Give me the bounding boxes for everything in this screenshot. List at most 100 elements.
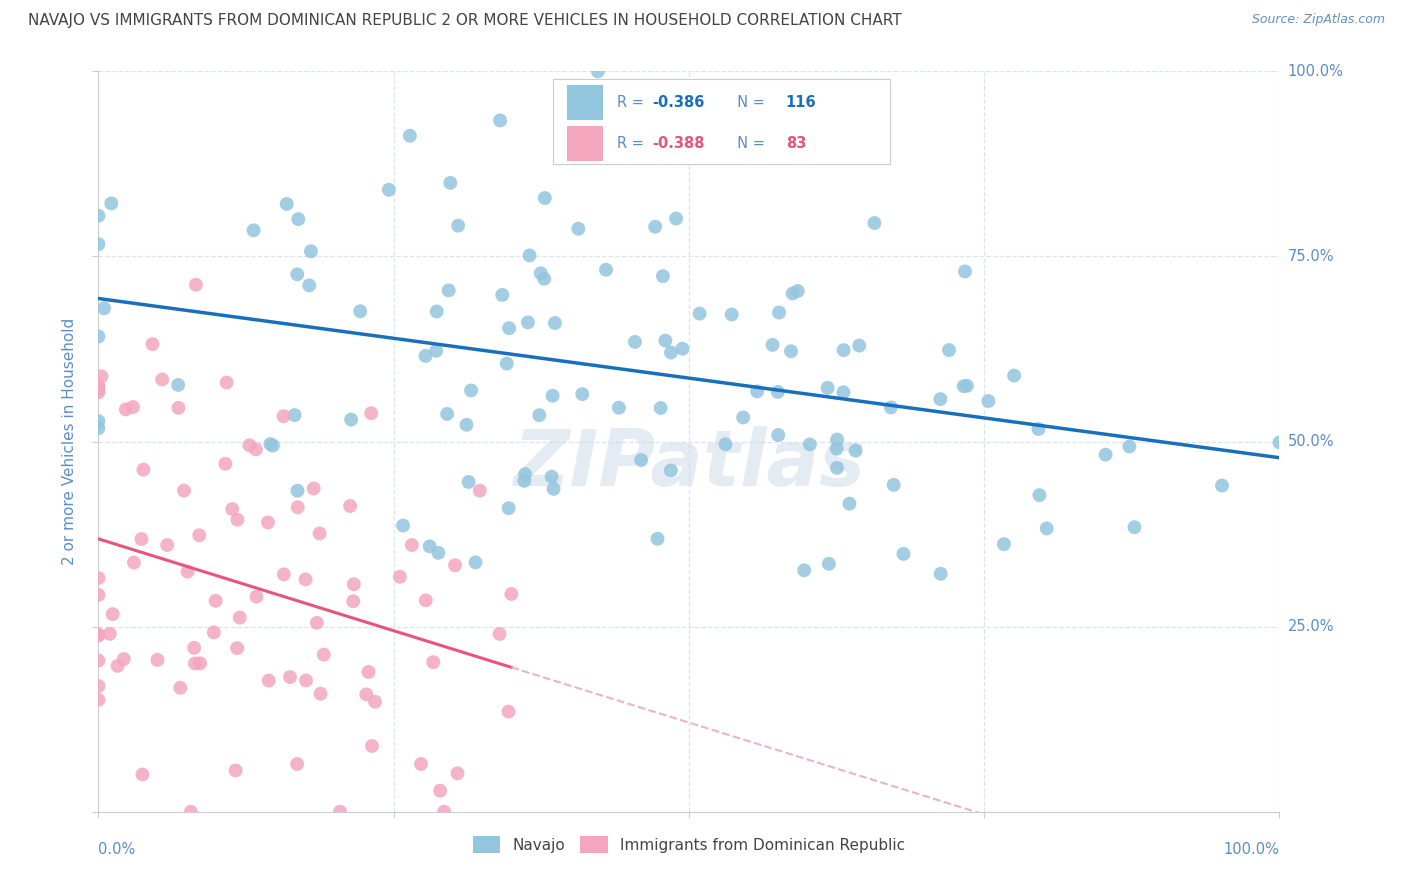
- Point: [513, 474, 536, 488]
- Point: [278, 670, 301, 684]
- Text: 83: 83: [786, 136, 806, 151]
- Point: [388, 570, 411, 584]
- Point: [242, 223, 264, 237]
- Point: [426, 304, 449, 318]
- Point: [498, 321, 520, 335]
- Point: [146, 653, 169, 667]
- Text: N =: N =: [728, 136, 769, 151]
- Text: -0.388: -0.388: [652, 136, 704, 151]
- Point: [87, 378, 110, 392]
- Point: [952, 379, 974, 393]
- Text: ZIPatlas: ZIPatlas: [513, 425, 865, 502]
- Point: [501, 587, 523, 601]
- Point: [516, 315, 538, 329]
- Point: [647, 532, 669, 546]
- Point: [156, 538, 179, 552]
- Point: [491, 288, 513, 302]
- Point: [457, 475, 479, 489]
- Text: 50.0%: 50.0%: [1288, 434, 1334, 449]
- Text: 116: 116: [786, 95, 817, 110]
- Text: N =: N =: [728, 95, 769, 110]
- Point: [257, 673, 280, 688]
- Point: [644, 219, 666, 234]
- Point: [530, 266, 553, 280]
- Point: [630, 453, 652, 467]
- Point: [780, 344, 803, 359]
- Point: [276, 197, 298, 211]
- Point: [543, 482, 565, 496]
- Point: [460, 384, 482, 398]
- Point: [733, 410, 755, 425]
- Point: [519, 248, 541, 262]
- Point: [173, 483, 195, 498]
- Point: [489, 113, 512, 128]
- Point: [436, 407, 458, 421]
- Text: 25.0%: 25.0%: [1288, 619, 1334, 634]
- Point: [87, 588, 110, 602]
- Point: [131, 532, 153, 546]
- Point: [184, 657, 207, 671]
- Point: [101, 607, 124, 621]
- Point: [257, 516, 280, 530]
- Point: [977, 394, 1000, 409]
- Point: [273, 409, 295, 424]
- Point: [938, 343, 960, 357]
- Text: 0.0%: 0.0%: [98, 842, 135, 857]
- Text: R =: R =: [617, 136, 648, 151]
- Point: [202, 625, 225, 640]
- FancyBboxPatch shape: [567, 126, 603, 161]
- Point: [433, 805, 456, 819]
- Point: [464, 556, 486, 570]
- Point: [87, 385, 110, 400]
- Point: [799, 437, 821, 451]
- Point: [515, 467, 537, 481]
- Point: [329, 805, 352, 819]
- Point: [1028, 488, 1050, 502]
- Point: [863, 216, 886, 230]
- Point: [444, 558, 467, 573]
- Point: [1094, 448, 1116, 462]
- Text: -0.386: -0.386: [652, 95, 704, 110]
- Point: [221, 502, 243, 516]
- Point: [132, 463, 155, 477]
- Point: [651, 269, 673, 284]
- Point: [766, 384, 789, 399]
- Point: [308, 526, 330, 541]
- Point: [768, 305, 790, 319]
- Point: [225, 764, 247, 778]
- Point: [1035, 521, 1057, 535]
- Point: [87, 237, 110, 252]
- Point: [87, 627, 110, 641]
- Text: 100.0%: 100.0%: [1223, 842, 1279, 857]
- Point: [93, 301, 115, 316]
- Point: [364, 695, 387, 709]
- Point: [245, 590, 267, 604]
- Point: [226, 641, 249, 656]
- Point: [665, 211, 688, 226]
- Point: [880, 401, 903, 415]
- Point: [294, 573, 316, 587]
- Point: [262, 439, 284, 453]
- Point: [167, 378, 190, 392]
- Point: [415, 349, 437, 363]
- Point: [838, 497, 860, 511]
- Point: [215, 376, 238, 390]
- Point: [893, 547, 915, 561]
- Point: [1268, 435, 1291, 450]
- Point: [446, 766, 468, 780]
- Point: [533, 191, 555, 205]
- Point: [437, 284, 460, 298]
- Point: [488, 627, 510, 641]
- Point: [287, 483, 309, 498]
- Point: [533, 272, 555, 286]
- Point: [342, 594, 364, 608]
- Point: [422, 655, 444, 669]
- Point: [87, 414, 110, 428]
- Point: [409, 756, 432, 771]
- Point: [378, 183, 401, 197]
- Point: [825, 433, 848, 447]
- Point: [586, 64, 609, 78]
- Point: [98, 627, 121, 641]
- Point: [302, 482, 325, 496]
- Point: [595, 262, 617, 277]
